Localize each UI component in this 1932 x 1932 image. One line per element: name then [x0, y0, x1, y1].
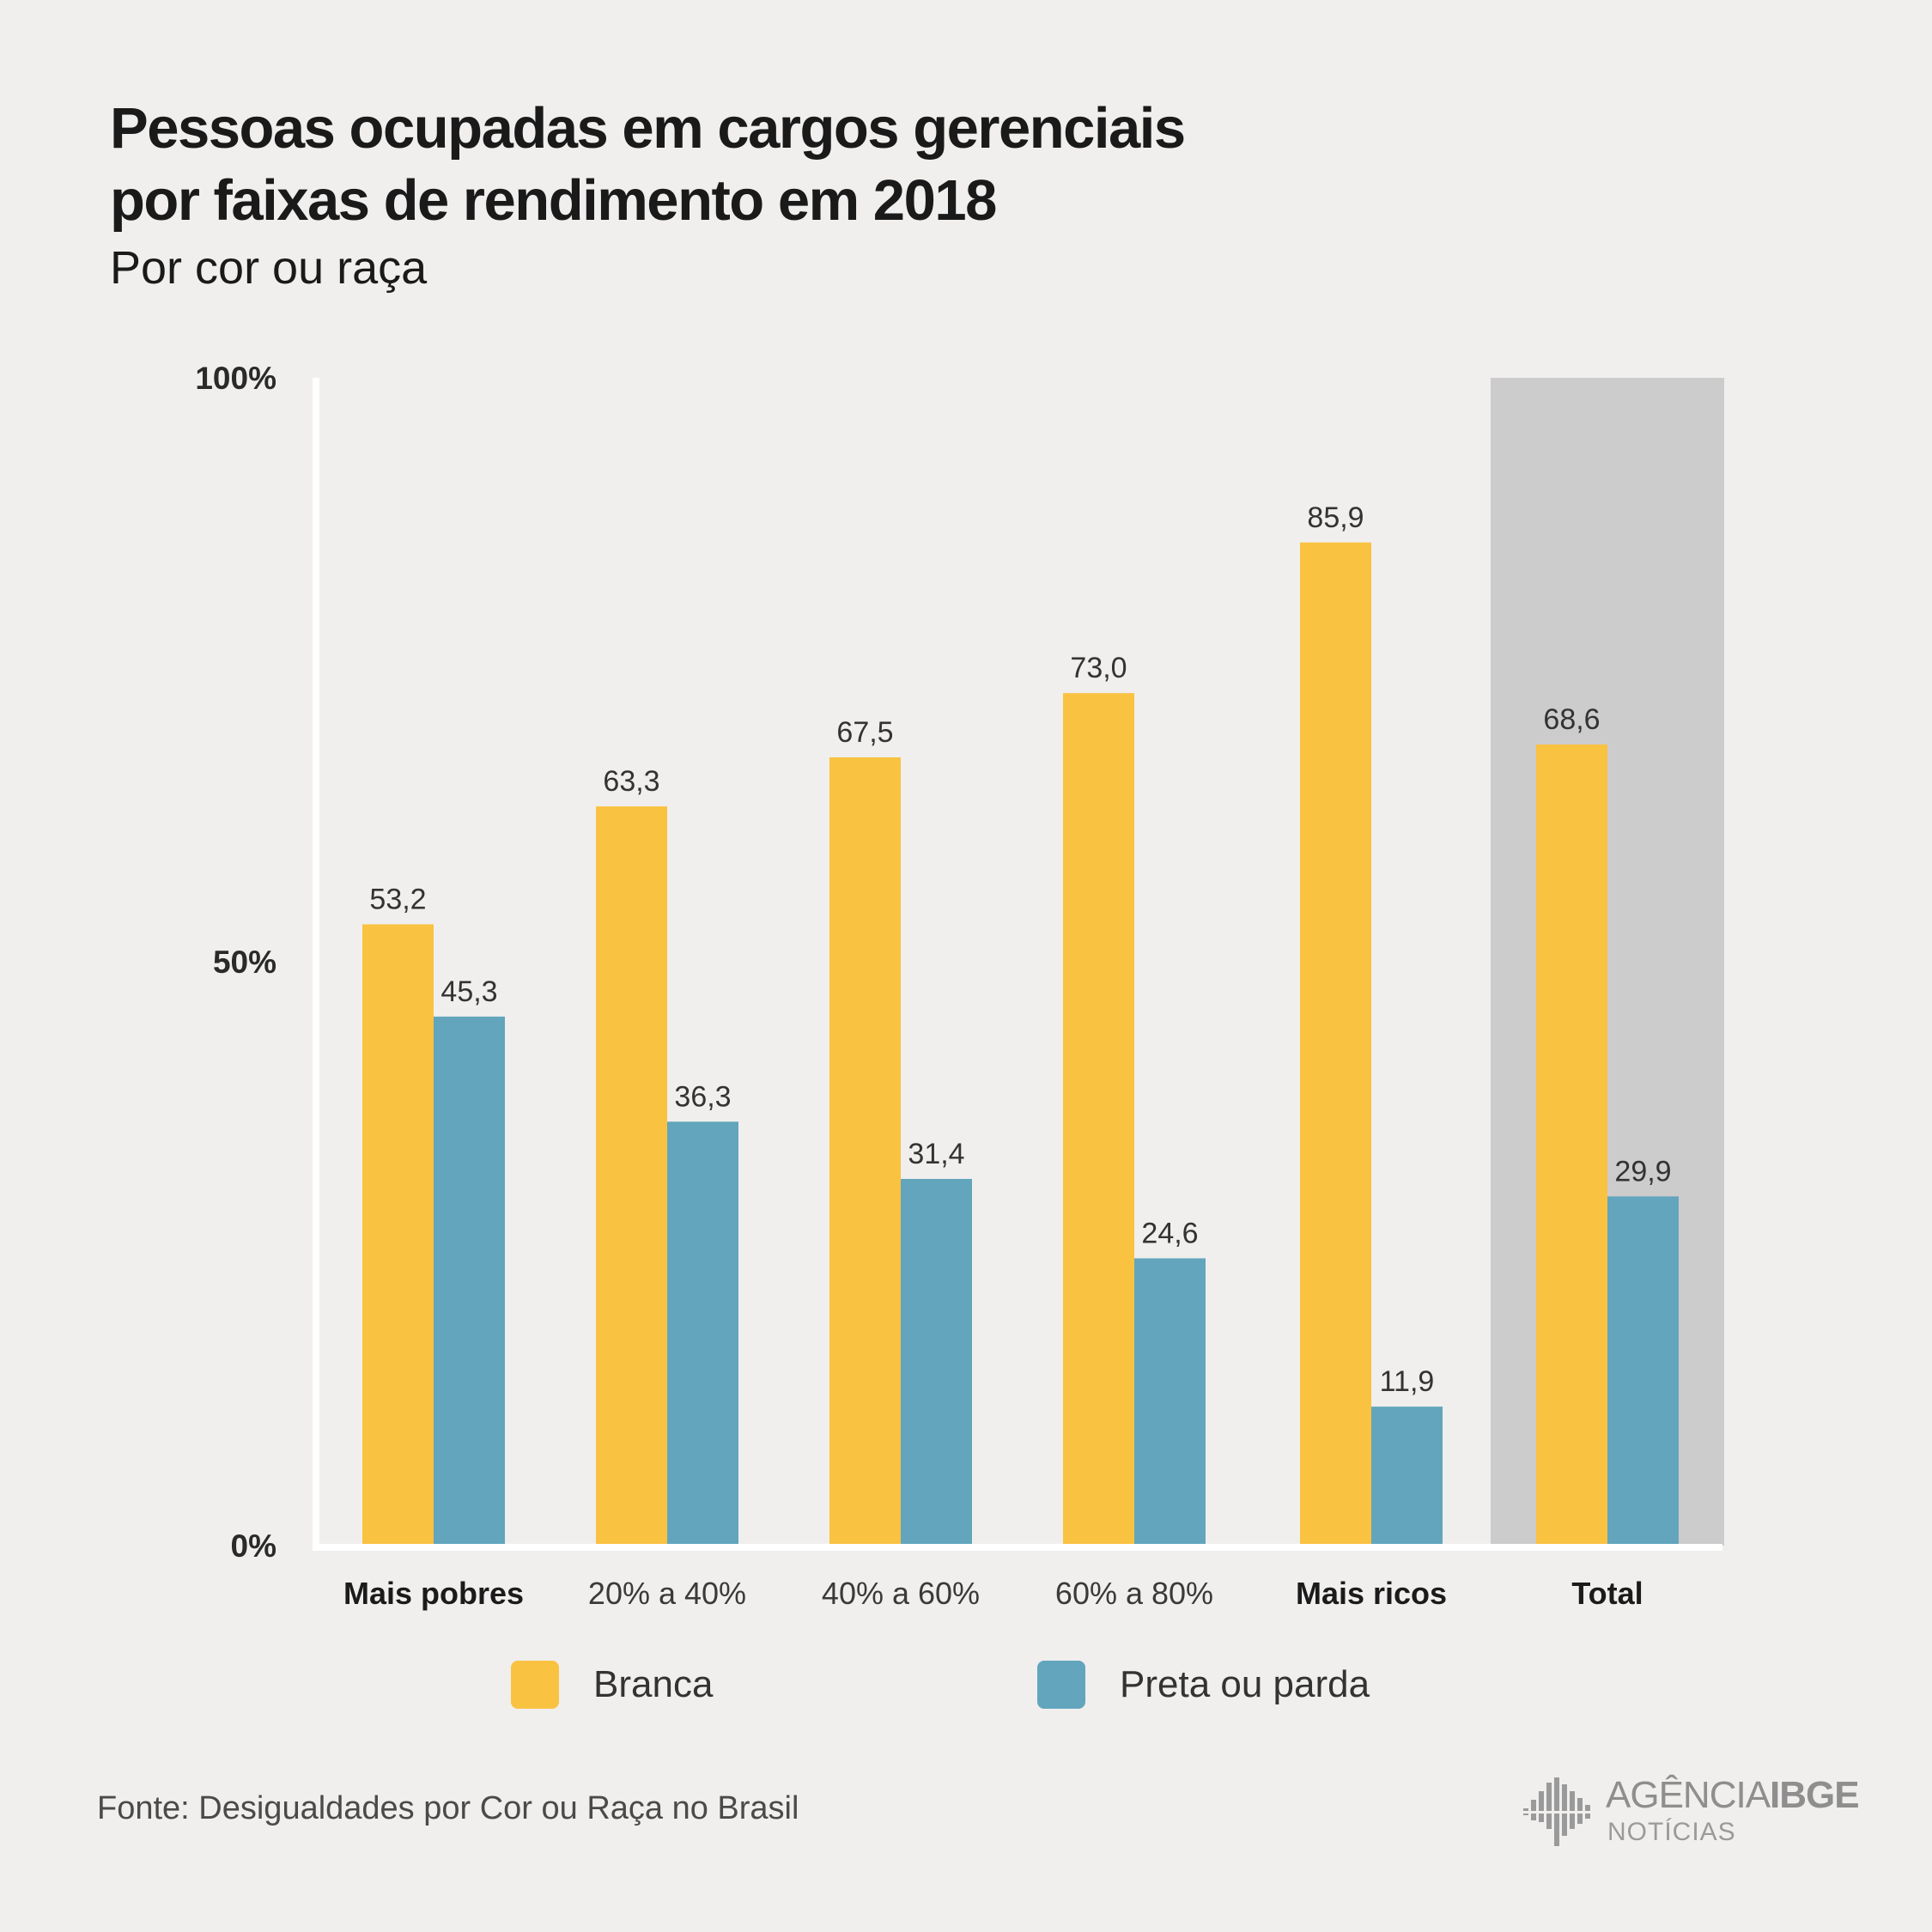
x-category-label-3: 60% a 80%	[1055, 1576, 1213, 1611]
data-label-branca-2: 67,5	[836, 716, 893, 749]
data-label-branca-0: 53,2	[369, 883, 426, 915]
legend-label-preta-parda: Preta ou parda	[1120, 1663, 1370, 1705]
bar-branca-2	[829, 757, 901, 1546]
data-label-preta-parda-0: 45,3	[440, 975, 497, 1008]
x-category-label-4: Mais ricos	[1296, 1576, 1447, 1611]
logo-text-agencia: AGÊNCIA	[1606, 1774, 1771, 1816]
data-label-preta-parda-1: 36,3	[674, 1080, 731, 1113]
chart-subtitle: Por cor ou raça	[110, 242, 428, 294]
bar-preta-parda-2	[901, 1178, 972, 1546]
chart-title-line1: Pessoas ocupadas em cargos gerenciais	[110, 96, 1186, 161]
bar-chart: 53,2 63,3 67,5 73,0 85,9 68,6 45,3 36,3 31,4 24,6…	[195, 361, 1724, 1611]
x-category-label-1: 20% a 40%	[588, 1576, 746, 1611]
bar-branca-5	[1536, 744, 1607, 1546]
data-label-preta-parda-3: 24,6	[1141, 1217, 1198, 1249]
bar-branca-4	[1300, 542, 1371, 1546]
ibge-logo-icon	[1522, 1777, 1595, 1846]
legend-item-preta-parda: Preta ou parda	[1037, 1659, 1370, 1710]
logo-text-agencia-ibge: AGÊNCIAIBGE	[1606, 1774, 1860, 1816]
data-label-preta-parda-4: 11,9	[1380, 1365, 1435, 1398]
data-label-branca-3: 73,0	[1070, 652, 1127, 684]
legend-item-branca: Branca	[511, 1659, 713, 1710]
data-label-branca-1: 63,3	[603, 765, 659, 798]
x-category-label-5: Total	[1571, 1576, 1643, 1611]
x-category-label-0: Mais pobres	[343, 1576, 524, 1611]
bar-branca-0	[362, 924, 434, 1546]
data-label-branca-5: 68,6	[1543, 703, 1600, 736]
bar-preta-parda-5	[1607, 1196, 1679, 1546]
y-tick-label-100: 100%	[195, 361, 276, 396]
legend-label-branca: Branca	[593, 1663, 714, 1705]
bar-branca-1	[596, 806, 667, 1546]
bar-preta-parda-0	[434, 1016, 505, 1546]
bar-branca-3	[1063, 693, 1134, 1546]
data-label-branca-4: 85,9	[1307, 501, 1364, 534]
y-tick-label-0: 0%	[231, 1528, 276, 1564]
data-label-preta-parda-2: 31,4	[908, 1138, 964, 1170]
y-tick-label-50: 50%	[213, 945, 276, 980]
legend-swatch-preta-parda	[1037, 1661, 1085, 1709]
bar-preta-parda-4	[1371, 1406, 1443, 1546]
logo-text-noticias: NOTÍCIAS	[1607, 1818, 1736, 1846]
legend-swatch-branca	[511, 1661, 559, 1709]
data-label-preta-parda-5: 29,9	[1614, 1155, 1671, 1188]
chart-title: Pessoas ocupadas em cargos gerenciais por…	[110, 93, 1186, 237]
x-category-label-2: 40% a 60%	[822, 1576, 980, 1611]
chart-title-line2: por faixas de rendimento em 2018	[110, 168, 997, 233]
logo-text-ibge: IBGE	[1770, 1774, 1860, 1816]
bar-preta-parda-1	[667, 1121, 738, 1546]
bar-preta-parda-3	[1134, 1258, 1206, 1546]
source-note: Fonte: Desigualdades por Cor ou Raça no …	[97, 1790, 799, 1826]
agencia-ibge-logo: AGÊNCIAIBGE NOTÍCIAS	[1522, 1769, 1860, 1846]
